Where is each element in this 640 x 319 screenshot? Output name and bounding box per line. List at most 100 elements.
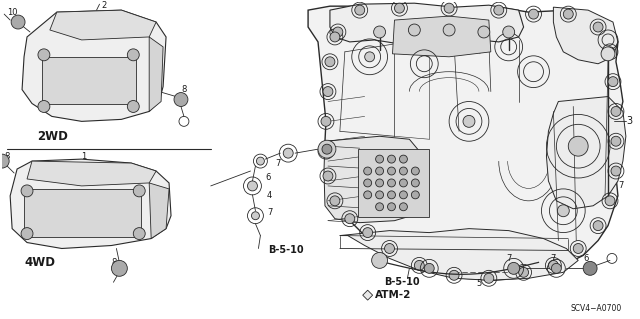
Circle shape <box>552 263 561 273</box>
Circle shape <box>365 52 374 62</box>
Polygon shape <box>547 97 626 209</box>
Circle shape <box>494 5 504 15</box>
Text: B-5-10: B-5-10 <box>268 246 304 256</box>
Circle shape <box>399 203 408 211</box>
Circle shape <box>463 115 475 127</box>
Polygon shape <box>554 7 618 64</box>
Circle shape <box>376 167 383 175</box>
Circle shape <box>568 136 588 156</box>
Circle shape <box>611 107 621 116</box>
Text: 7: 7 <box>275 159 280 167</box>
Circle shape <box>478 26 490 38</box>
Text: 5: 5 <box>476 279 481 288</box>
Circle shape <box>127 100 140 112</box>
Circle shape <box>412 167 419 175</box>
Circle shape <box>529 9 538 19</box>
Circle shape <box>412 179 419 187</box>
Text: 7: 7 <box>506 254 511 263</box>
Text: 10: 10 <box>7 8 17 17</box>
Circle shape <box>38 100 50 112</box>
Polygon shape <box>363 290 372 300</box>
Circle shape <box>345 214 355 224</box>
Text: 3: 3 <box>627 116 633 126</box>
Polygon shape <box>324 136 419 223</box>
Bar <box>24 189 141 237</box>
Circle shape <box>399 155 408 163</box>
Circle shape <box>443 24 455 36</box>
Circle shape <box>388 167 396 175</box>
Circle shape <box>323 86 333 97</box>
Circle shape <box>322 144 332 154</box>
Circle shape <box>412 191 419 199</box>
Text: 8: 8 <box>111 258 117 267</box>
Circle shape <box>330 196 340 206</box>
Circle shape <box>548 260 558 270</box>
Circle shape <box>284 148 293 158</box>
Circle shape <box>399 179 408 187</box>
Circle shape <box>388 203 396 211</box>
Circle shape <box>376 155 383 163</box>
Circle shape <box>376 203 383 211</box>
Circle shape <box>21 228 33 240</box>
Circle shape <box>133 185 145 197</box>
Text: 4: 4 <box>267 191 273 200</box>
Circle shape <box>248 181 257 191</box>
Circle shape <box>408 24 420 36</box>
Polygon shape <box>27 161 156 186</box>
Text: 7: 7 <box>267 208 273 217</box>
Circle shape <box>388 179 396 187</box>
Circle shape <box>399 167 408 175</box>
Text: 7: 7 <box>550 254 556 263</box>
Circle shape <box>374 26 385 38</box>
Circle shape <box>133 228 145 240</box>
Circle shape <box>611 166 621 176</box>
Circle shape <box>364 191 372 199</box>
Circle shape <box>605 196 615 206</box>
Text: 7: 7 <box>618 182 623 190</box>
Circle shape <box>394 3 404 13</box>
Polygon shape <box>50 10 156 40</box>
Circle shape <box>38 49 50 61</box>
Circle shape <box>593 221 603 231</box>
Circle shape <box>333 27 343 37</box>
Circle shape <box>111 260 127 276</box>
Text: 1: 1 <box>81 152 86 161</box>
Circle shape <box>573 243 583 254</box>
Circle shape <box>174 93 188 107</box>
Text: 8: 8 <box>4 152 10 161</box>
Circle shape <box>503 26 515 38</box>
Bar <box>358 149 429 217</box>
Circle shape <box>563 9 573 19</box>
Text: 2WD: 2WD <box>37 130 68 143</box>
Polygon shape <box>149 37 163 111</box>
Circle shape <box>0 154 9 168</box>
Circle shape <box>388 155 396 163</box>
Circle shape <box>325 57 335 67</box>
Circle shape <box>444 3 454 13</box>
Circle shape <box>508 263 520 274</box>
Circle shape <box>601 47 615 61</box>
Circle shape <box>252 212 259 220</box>
Circle shape <box>330 32 340 42</box>
Circle shape <box>611 136 621 146</box>
Circle shape <box>364 179 372 187</box>
Text: 4WD: 4WD <box>24 256 55 269</box>
Circle shape <box>376 191 383 199</box>
Bar <box>42 57 136 105</box>
Circle shape <box>449 270 459 280</box>
Circle shape <box>399 191 408 199</box>
Circle shape <box>363 228 372 238</box>
Circle shape <box>605 47 615 57</box>
Text: 8: 8 <box>181 85 186 94</box>
Text: 6: 6 <box>584 254 589 263</box>
Text: 2: 2 <box>102 1 107 10</box>
Circle shape <box>385 243 394 254</box>
Circle shape <box>608 77 618 86</box>
Circle shape <box>364 167 372 175</box>
Circle shape <box>372 252 388 268</box>
Circle shape <box>388 191 396 199</box>
Circle shape <box>557 205 569 217</box>
Polygon shape <box>10 159 171 249</box>
Circle shape <box>583 261 597 275</box>
Text: ATM-2: ATM-2 <box>374 290 411 300</box>
